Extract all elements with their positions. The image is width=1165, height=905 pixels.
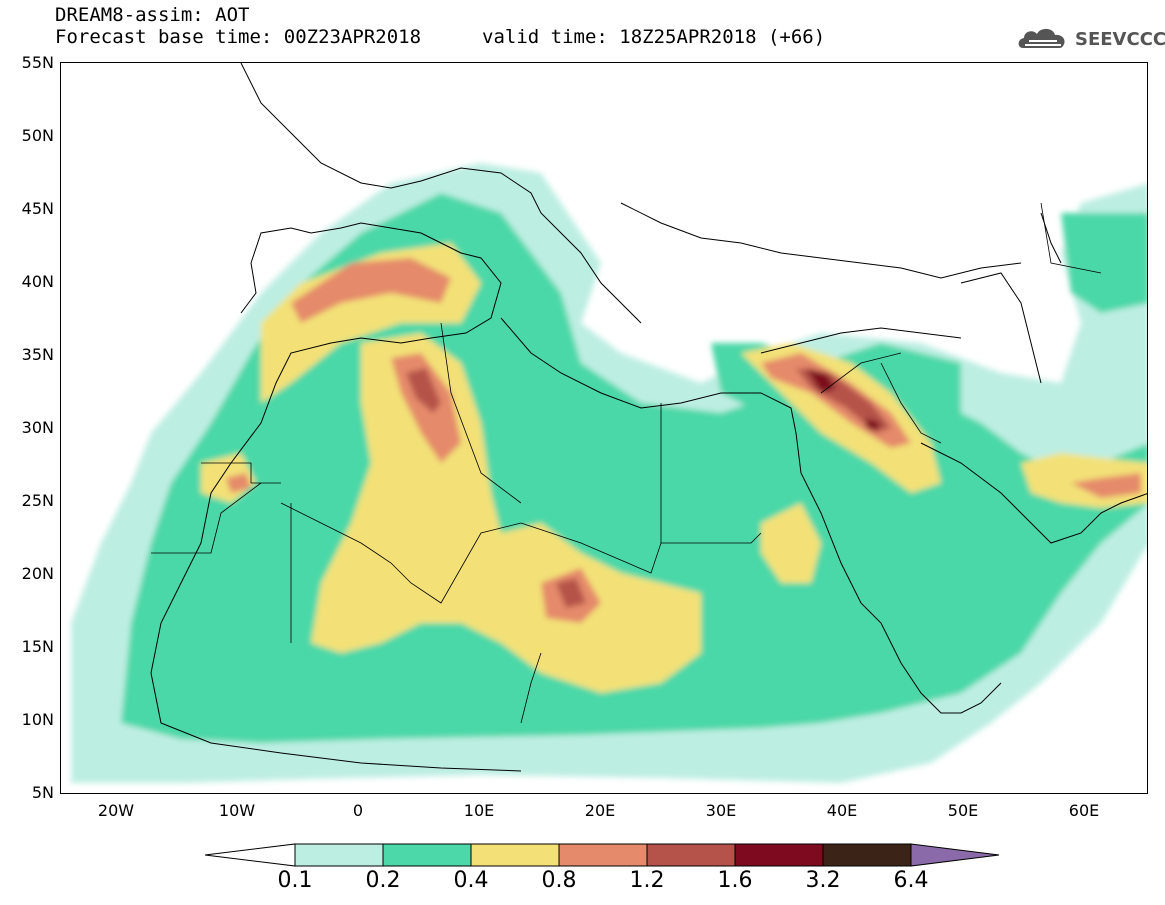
colorbar-label-1: 0.2: [365, 868, 401, 893]
colorbar-label-6: 3.2: [805, 868, 841, 893]
lat-label-55n: 55N: [21, 53, 54, 72]
lon-label-20e: 20E: [584, 801, 616, 820]
lon-label-0: 0: [352, 801, 364, 820]
lat-label-25n: 25N: [21, 491, 54, 510]
lon-label-40e: 40E: [826, 801, 858, 820]
lat-label-10n: 10N: [21, 710, 54, 729]
colorbar-label-7: 6.4: [893, 868, 929, 893]
lat-label-30n: 30N: [21, 418, 54, 437]
aot-map: [60, 62, 1148, 794]
colorbar: [205, 843, 1000, 867]
lat-label-50n: 50N: [21, 126, 54, 145]
aot-shading: [71, 163, 1147, 783]
lon-label-60e: 60E: [1068, 801, 1100, 820]
colorbar-segment-6: [822, 843, 912, 867]
colorbar-segment-3: [558, 843, 648, 867]
lon-label-50e: 50E: [947, 801, 979, 820]
colorbar-label-0: 0.1: [277, 868, 313, 893]
map-title: DREAM8-assim: AOT: [55, 4, 250, 26]
lat-label-5n: 5N: [31, 783, 54, 802]
lon-label-20w: 20W: [97, 801, 135, 820]
aot-map-canvas: [71, 63, 1147, 783]
lon-label-10w: 10W: [218, 801, 256, 820]
colorbar-segment-0: [294, 843, 384, 867]
logo-text: SEEVCCC: [1075, 28, 1165, 50]
lat-label-40n: 40N: [21, 272, 54, 291]
cloud-icon: [1018, 28, 1065, 48]
lat-label-35n: 35N: [21, 345, 54, 364]
colorbar-segment-1: [382, 843, 472, 867]
colorbar-label-3: 0.8: [541, 868, 577, 893]
colorbar-segment-5: [734, 843, 824, 867]
lat-label-20n: 20N: [21, 564, 54, 583]
valid-time: valid time: 18Z25APR2018 (+66): [482, 26, 826, 48]
colorbar-over-triangle: [910, 843, 1000, 867]
forecast-base-time: Forecast base time: 00Z23APR2018: [55, 26, 422, 48]
lat-label-45n: 45N: [21, 199, 54, 218]
colorbar-label-5: 1.6: [717, 868, 753, 893]
seevccc-logo: SEEVCCC: [1015, 22, 1165, 56]
coastlines: [150, 63, 1147, 772]
lat-label-15n: 15N: [21, 637, 54, 656]
colorbar-label-4: 1.2: [629, 868, 665, 893]
colorbar-under-triangle: [205, 843, 296, 867]
colorbar-label-2: 0.4: [453, 868, 489, 893]
colorbar-segment-2: [470, 843, 560, 867]
colorbar-segment-4: [646, 843, 736, 867]
country-borders: [151, 202, 1102, 724]
lon-label-30e: 30E: [705, 801, 737, 820]
lon-label-10e: 10E: [463, 801, 495, 820]
